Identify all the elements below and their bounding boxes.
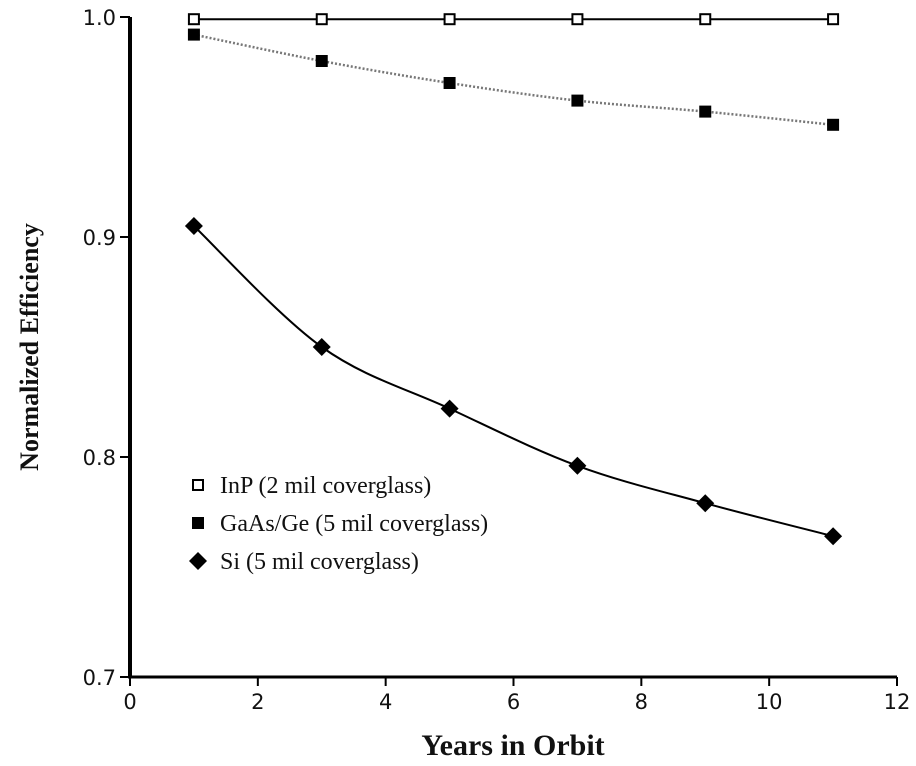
data-point bbox=[315, 55, 328, 67]
y-axis-label: Normalized Efficiency bbox=[15, 223, 44, 471]
series-line bbox=[193, 33, 834, 127]
x-tick-label: 8 bbox=[635, 690, 648, 714]
data-point bbox=[699, 13, 712, 26]
legend-marker bbox=[189, 552, 207, 570]
x-tick-label: 12 bbox=[884, 690, 911, 714]
data-point bbox=[699, 105, 712, 118]
x-tick-label: 0 bbox=[123, 690, 136, 714]
data-point bbox=[696, 494, 715, 513]
data-point bbox=[571, 94, 584, 107]
data-point bbox=[315, 13, 328, 26]
legend-label: InP (2 mil coverglass) bbox=[220, 473, 431, 499]
data-point bbox=[312, 338, 331, 356]
data-point bbox=[827, 118, 840, 131]
x-tick-label: 2 bbox=[251, 690, 264, 714]
data-point bbox=[440, 399, 459, 418]
legend-label: GaAs/Ge (5 mil coverglass) bbox=[220, 511, 488, 537]
data-point bbox=[187, 13, 200, 26]
x-tick-label: 10 bbox=[756, 690, 783, 714]
data-point bbox=[187, 28, 200, 41]
y-tick-label: 0.8 bbox=[83, 446, 116, 470]
x-axis-label: Years in Orbit bbox=[421, 729, 604, 762]
legend-label: Si (5 mil coverglass) bbox=[220, 549, 419, 575]
legend-marker bbox=[192, 479, 204, 491]
legend-marker bbox=[192, 517, 204, 529]
data-point bbox=[184, 217, 203, 235]
data-point bbox=[568, 456, 587, 475]
x-tick-label: 6 bbox=[507, 690, 520, 714]
data-point bbox=[827, 13, 840, 26]
data-point bbox=[824, 527, 843, 546]
data-point bbox=[443, 13, 456, 26]
x-tick-label: 4 bbox=[379, 690, 392, 714]
y-tick-label: 1.0 bbox=[83, 6, 116, 30]
data-point bbox=[571, 13, 584, 26]
data-point bbox=[443, 77, 456, 89]
series-line bbox=[193, 225, 834, 538]
y-tick-label: 0.9 bbox=[83, 226, 116, 250]
y-tick-label: 0.7 bbox=[83, 666, 116, 690]
